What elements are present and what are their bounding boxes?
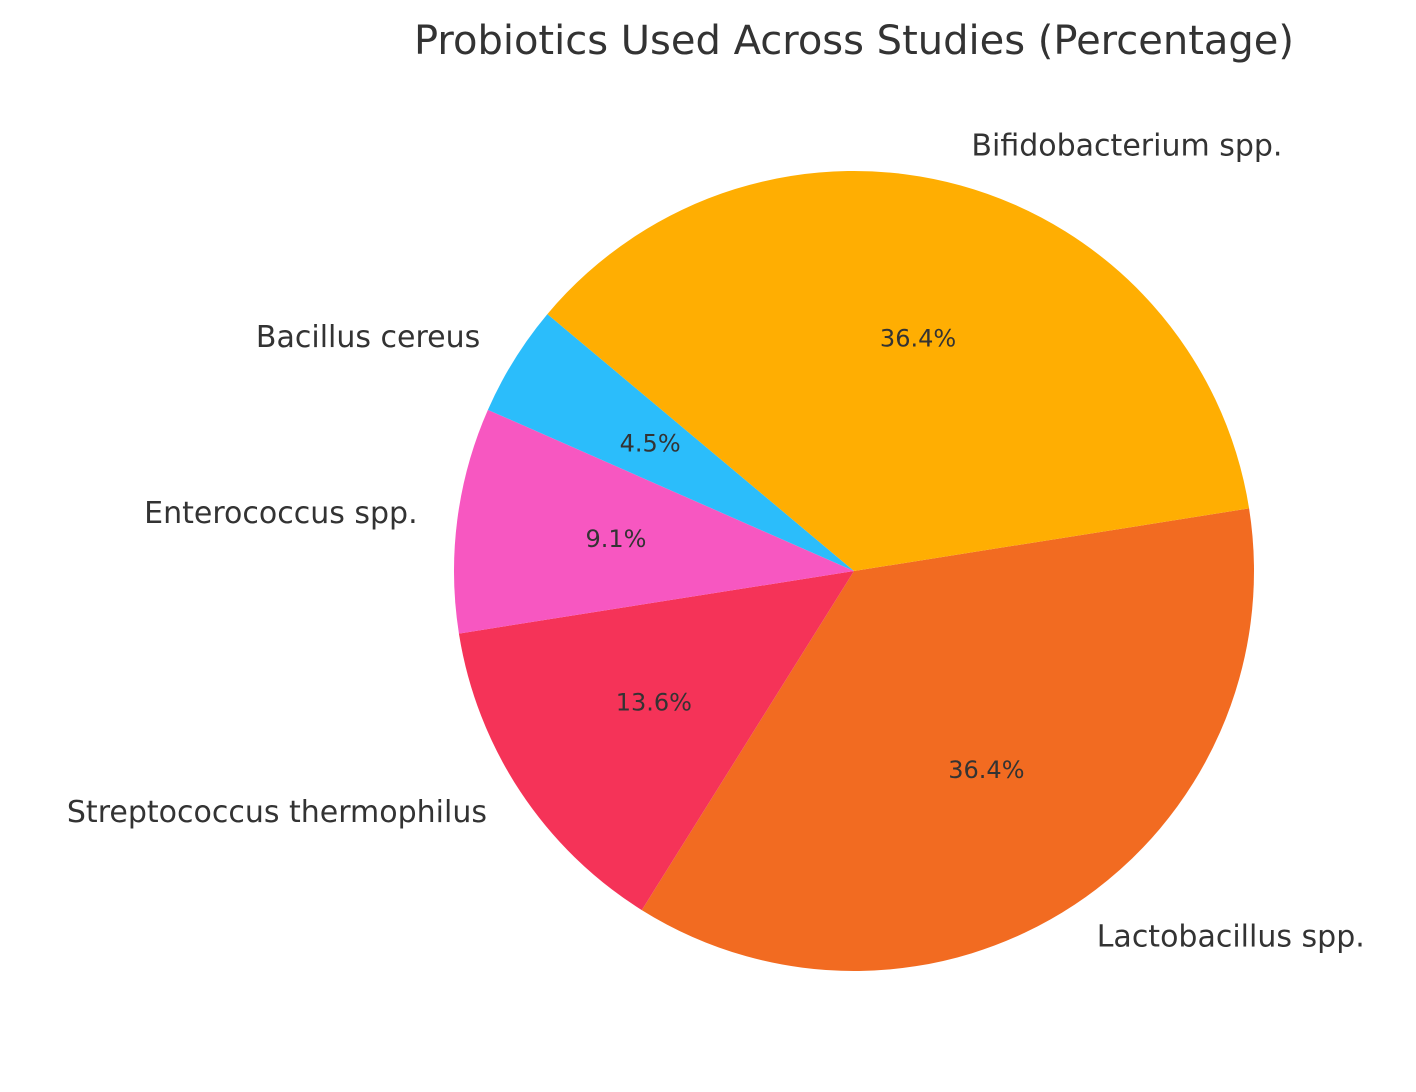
slice-label-bacillus-cereus: Bacillus cereus: [256, 320, 480, 355]
percentage-label-lactobacillus-spp: 36.4%: [948, 756, 1024, 784]
percentage-label-bifidobacterium-spp: 36.4%: [880, 325, 956, 353]
chart-title: Probiotics Used Across Studies (Percenta…: [414, 18, 1294, 64]
pie-slice-streptococcus-thermophilus: [458, 571, 854, 911]
pie-labels: Lactobacillus spp. 36.4% Streptococcus the…: [67, 128, 1365, 954]
pie-slices: [453, 170, 1254, 971]
pie-slice-lactobacillus-spp: [641, 508, 1254, 971]
percentage-label-bacillus-cereus: 4.5%: [620, 429, 681, 457]
slice-label-enterococcus-spp: Enterococcus spp.: [144, 496, 418, 531]
percentage-label-enterococcus-spp: 9.1%: [585, 525, 646, 553]
slice-label-lactobacillus-spp: Lactobacillus spp.: [1097, 919, 1365, 954]
slice-label-streptococcus-thermophilus: Streptococcus thermophilus: [67, 795, 487, 830]
pie-slice-bacillus-cereus: [487, 314, 854, 571]
slice-label-bifidobacterium-spp: Bifidobacterium spp.: [971, 128, 1282, 163]
pie-slice-enterococcus-spp: [453, 409, 854, 634]
percentage-label-streptococcus-thermophilus: 13.6%: [616, 688, 692, 716]
pie-slice-bifidobacterium-spp: [547, 170, 1250, 571]
